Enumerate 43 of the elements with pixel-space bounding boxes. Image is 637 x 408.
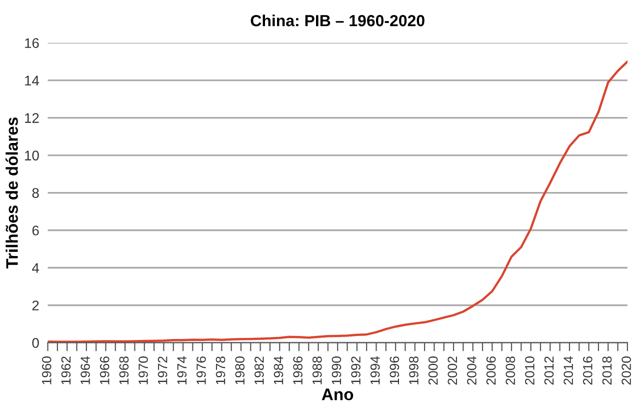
x-tick-label: 2016 — [583, 356, 592, 385]
x-tick-label: 1972 — [158, 356, 168, 384]
x-tick-label: 2014 — [564, 356, 574, 385]
x-tick-label: 1976 — [196, 356, 206, 384]
x-tick-label: 2000 — [428, 356, 438, 385]
y-tick-label: 12 — [25, 113, 39, 123]
x-tick-label: 1962 — [61, 356, 71, 384]
x-tick-label: 1978 — [216, 356, 226, 384]
x-tick-label: 1992 — [351, 356, 360, 384]
y-tick-label: 4 — [32, 263, 40, 273]
x-tick-label: 1974 — [177, 356, 187, 384]
x-tick-label: 1982 — [254, 356, 264, 384]
chart-title: China: PIB – 1960-2020 — [250, 14, 424, 26]
y-tick-label: 6 — [32, 226, 39, 236]
y-tick-label: 10 — [25, 150, 39, 160]
x-tick-label: 2020 — [622, 356, 631, 385]
x-tick-label: 2012 — [544, 356, 554, 385]
x-tick-label: 2004 — [467, 356, 476, 385]
y-tick-label: 8 — [32, 188, 39, 198]
x-tick-label: 2018 — [602, 356, 612, 385]
y-tick-label: 14 — [25, 76, 40, 86]
x-tick-label: 1990 — [332, 356, 342, 384]
y-tick-label: 2 — [32, 300, 39, 310]
y-tick-label: 16 — [25, 38, 39, 48]
x-tick-label: 1994 — [370, 356, 380, 384]
x-tick-label: 1988 — [312, 356, 322, 384]
x-tick-label: 1964 — [80, 356, 90, 384]
x-tick-label: 2010 — [525, 356, 534, 385]
x-tick-label: 1986 — [293, 356, 303, 384]
x-tick-label: 1998 — [409, 356, 418, 384]
x-tick-label: 2006 — [486, 356, 496, 385]
y-tick-label: 0 — [32, 338, 39, 348]
y-axis-title: Trilhões de dólares — [6, 118, 18, 269]
x-tick-label: 2002 — [448, 356, 458, 385]
x-tick-label: 1984 — [274, 356, 284, 384]
x-tick-label: 1996 — [390, 356, 400, 384]
x-tick-label: 1970 — [138, 356, 148, 384]
x-axis-title: Ano — [322, 388, 354, 400]
x-tick-label: 1980 — [235, 356, 245, 384]
x-tick-label: 1966 — [100, 356, 110, 384]
x-tick-label: 1968 — [119, 356, 129, 384]
x-tick-label: 2008 — [506, 356, 516, 385]
x-tick-label: 1960 — [42, 356, 52, 384]
